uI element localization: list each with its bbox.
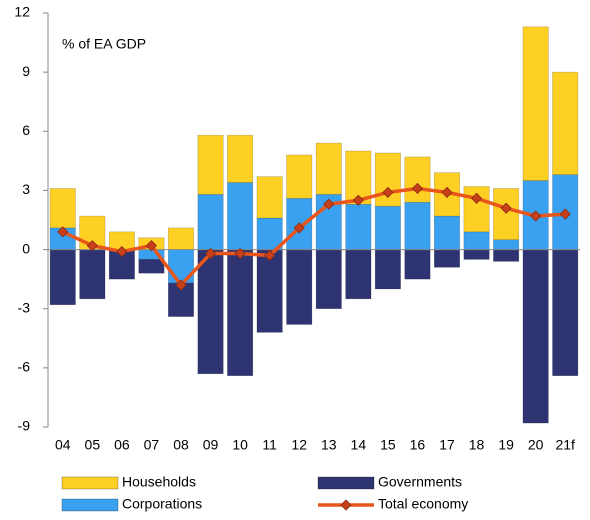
x-tick-label: 11 — [262, 437, 277, 453]
x-tick-label: 13 — [321, 437, 337, 453]
x-tick-label: 06 — [114, 437, 130, 453]
line — [62, 186, 566, 288]
marker — [204, 247, 217, 260]
marker — [116, 245, 128, 258]
bar — [286, 154, 313, 199]
bar — [493, 188, 520, 241]
x-tick-label: 16 — [410, 437, 426, 453]
marker — [175, 279, 187, 291]
x-tick-label: 18 — [469, 437, 485, 453]
marker — [411, 182, 424, 195]
marker — [234, 247, 246, 260]
marker — [352, 194, 364, 206]
legend-marker — [340, 499, 352, 511]
bar — [433, 249, 461, 268]
x-tick-label: 12 — [291, 437, 307, 453]
marker — [57, 226, 69, 238]
bar — [374, 152, 401, 207]
x-tick-label: 20 — [528, 437, 544, 453]
bar — [315, 249, 342, 310]
bar — [79, 249, 106, 300]
x-tick-label: 09 — [203, 437, 219, 453]
x-tick-label: 10 — [232, 437, 248, 453]
legend-label: Corporations — [122, 496, 202, 512]
marker — [382, 186, 394, 198]
bar — [197, 194, 224, 250]
bar — [404, 249, 431, 280]
bar — [256, 176, 283, 219]
bar — [286, 249, 313, 325]
marker — [530, 210, 542, 222]
bar — [227, 182, 254, 250]
bar — [522, 249, 549, 424]
y-tick-label: -6 — [18, 359, 31, 375]
y-tick-label: 3 — [22, 181, 30, 197]
bar — [138, 259, 165, 274]
bar — [256, 249, 283, 333]
y-tick-label: -3 — [18, 299, 31, 315]
legend-swatch — [61, 476, 119, 490]
marker — [323, 198, 335, 210]
bar — [49, 249, 76, 306]
marker — [470, 192, 483, 204]
marker — [441, 186, 453, 198]
bar — [552, 249, 579, 377]
bar — [49, 188, 76, 229]
annotation: % of EA GDP — [62, 36, 146, 52]
y-tick-label: 6 — [22, 122, 30, 138]
bar — [227, 249, 254, 377]
legend-swatch — [317, 476, 375, 490]
x-tick-label: 05 — [85, 437, 101, 453]
bar — [345, 249, 372, 300]
marker — [264, 249, 276, 262]
bar — [522, 26, 549, 181]
bar — [345, 203, 372, 250]
legend-label: Total economy — [378, 496, 468, 512]
x-tick-label: 14 — [351, 437, 367, 453]
bar — [197, 249, 224, 375]
x-tick-label: 08 — [173, 437, 189, 453]
y-tick-label: 0 — [22, 240, 30, 256]
bar — [404, 156, 431, 203]
bar — [552, 71, 579, 175]
x-tick-label: 19 — [498, 437, 514, 453]
legend-label: Governments — [378, 474, 462, 490]
bar — [493, 249, 520, 262]
bar — [433, 215, 461, 250]
bar — [463, 231, 490, 250]
x-tick-label: 04 — [55, 437, 71, 453]
x-tick-label: 07 — [144, 437, 160, 453]
bar — [256, 217, 283, 250]
x-tick-label: 17 — [439, 437, 455, 453]
y-tick-label: -9 — [18, 418, 31, 434]
bar — [167, 227, 195, 250]
y-tick-label: 9 — [22, 63, 30, 79]
x-tick-label: 15 — [380, 437, 396, 453]
y-tick-label: 12 — [14, 4, 30, 20]
bar — [374, 249, 401, 290]
marker — [145, 240, 158, 252]
bar — [493, 239, 520, 250]
legend-swatch — [61, 498, 119, 512]
bar — [227, 134, 254, 183]
bar — [315, 142, 342, 195]
legend-label: Households — [122, 474, 196, 490]
bar — [404, 201, 431, 250]
bar — [374, 205, 401, 250]
bar — [197, 134, 224, 195]
marker — [293, 222, 305, 234]
marker — [86, 240, 98, 252]
bar — [463, 249, 490, 260]
marker — [559, 208, 571, 220]
marker — [500, 202, 512, 214]
x-tick-label: 21f — [555, 437, 575, 453]
